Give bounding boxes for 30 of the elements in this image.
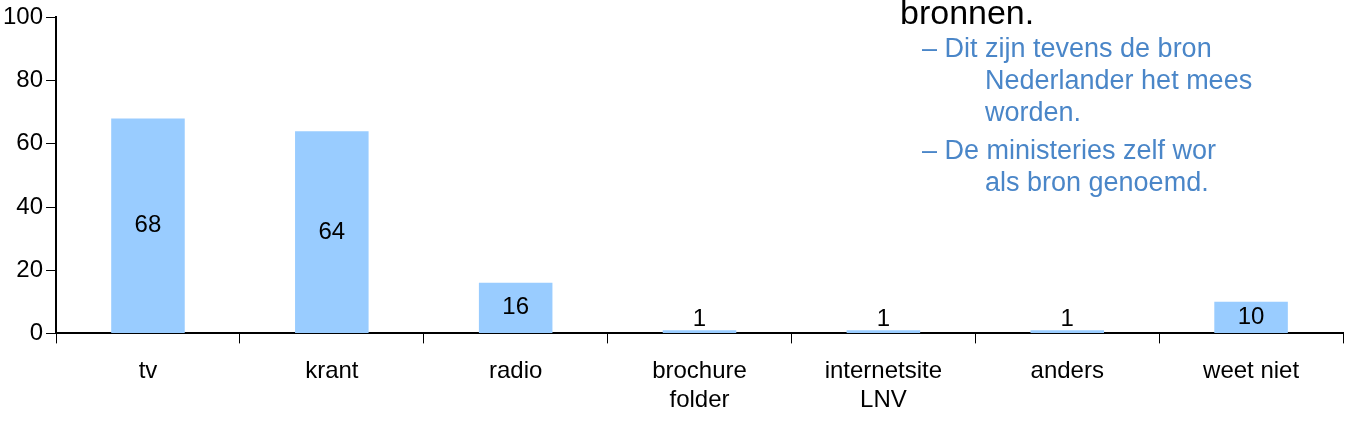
annotation: – De ministeries zelf wor als bron genoemd. xyxy=(921,134,1218,198)
data-label: 1 xyxy=(1060,303,1074,331)
data-label: 1 xyxy=(876,303,891,331)
x-tick-label: radio xyxy=(488,356,543,384)
x-tick-label: internetsite LNV xyxy=(824,356,943,413)
data-label: 16 xyxy=(502,292,530,320)
bar xyxy=(846,330,921,333)
data-label: 10 xyxy=(1237,301,1265,329)
data-label: 68 xyxy=(134,210,162,238)
bar xyxy=(1214,301,1288,333)
annotation: bronnen. xyxy=(900,0,1036,31)
x-tick-label: tv xyxy=(138,356,158,384)
y-tick-label: 40 xyxy=(16,191,44,219)
y-tick-label: 100 xyxy=(3,2,44,30)
bar xyxy=(478,282,553,333)
y-tick-label: 80 xyxy=(16,65,44,93)
x-tick-label: krant xyxy=(305,356,359,384)
x-tick-label: brochure folder xyxy=(652,356,747,413)
bar xyxy=(295,131,369,333)
data-label: 1 xyxy=(692,303,707,331)
y-tick-label: 20 xyxy=(16,254,44,282)
data-label: 64 xyxy=(318,216,346,244)
bar xyxy=(111,118,185,333)
bar xyxy=(1030,330,1104,333)
x-tick-label: anders xyxy=(1030,356,1104,384)
annotation: – Dit zijn tevens de bron Nederlander het mees worden. xyxy=(921,32,1254,128)
bar xyxy=(662,330,737,333)
y-tick-label: 60 xyxy=(16,128,44,156)
x-tick-label: weet niet xyxy=(1202,356,1300,384)
y-tick-label: 0 xyxy=(29,318,44,346)
